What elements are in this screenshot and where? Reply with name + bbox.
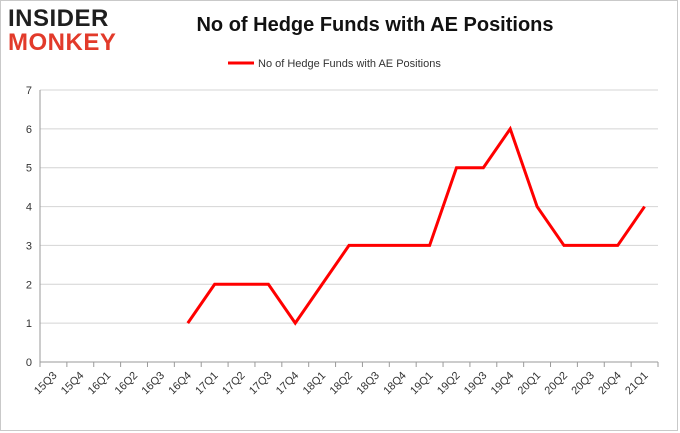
x-tick-label: 18Q3 <box>354 370 382 398</box>
x-tick-label: 20Q3 <box>569 370 597 398</box>
legend-label: No of Hedge Funds with AE Positions <box>258 58 441 70</box>
x-tick-label: 18Q2 <box>328 370 356 398</box>
x-tick-label: 21Q1 <box>623 370 651 398</box>
logo-line-1: INSIDER <box>8 5 109 32</box>
x-tick-label: 16Q2 <box>113 370 141 398</box>
insider-monkey-logo: INSIDER MONKEY <box>8 6 128 56</box>
x-tick-label: 20Q2 <box>543 370 571 398</box>
y-tick-label: 7 <box>26 85 32 97</box>
logo-line-2: MONKEY <box>8 29 117 56</box>
x-tick-label: 19Q4 <box>489 370 517 398</box>
x-tick-label: 15Q4 <box>59 370 87 398</box>
y-tick-label: 5 <box>26 163 32 175</box>
y-tick-label: 0 <box>26 357 32 369</box>
series-line-0 <box>186 125 646 326</box>
x-tick-label: 17Q2 <box>220 370 248 398</box>
chart-title: No of Hedge Funds with AE Positions <box>196 14 554 36</box>
x-tick-label: 18Q1 <box>301 370 329 398</box>
x-tick-label: 17Q1 <box>193 370 221 398</box>
y-tick-label: 3 <box>26 240 32 252</box>
y-tick-label: 6 <box>26 124 32 136</box>
x-tick-label: 20Q4 <box>596 370 624 398</box>
x-tick-label: 19Q1 <box>408 370 436 398</box>
x-tick-label: 18Q4 <box>381 370 409 398</box>
x-tick-label: 16Q3 <box>140 370 168 398</box>
x-tick-label: 20Q1 <box>516 370 544 398</box>
x-tick-label: 15Q3 <box>32 370 60 398</box>
x-tick-label: 16Q1 <box>86 370 114 398</box>
x-tick-label: 17Q3 <box>247 370 275 398</box>
x-tick-label: 19Q2 <box>435 370 463 398</box>
x-tick-label: 19Q3 <box>462 370 490 398</box>
x-tick-label: 16Q4 <box>166 370 194 398</box>
y-tick-label: 1 <box>26 318 32 330</box>
y-tick-label: 2 <box>26 279 32 291</box>
x-tick-label: 17Q4 <box>274 370 302 398</box>
y-tick-label: 4 <box>26 202 32 214</box>
